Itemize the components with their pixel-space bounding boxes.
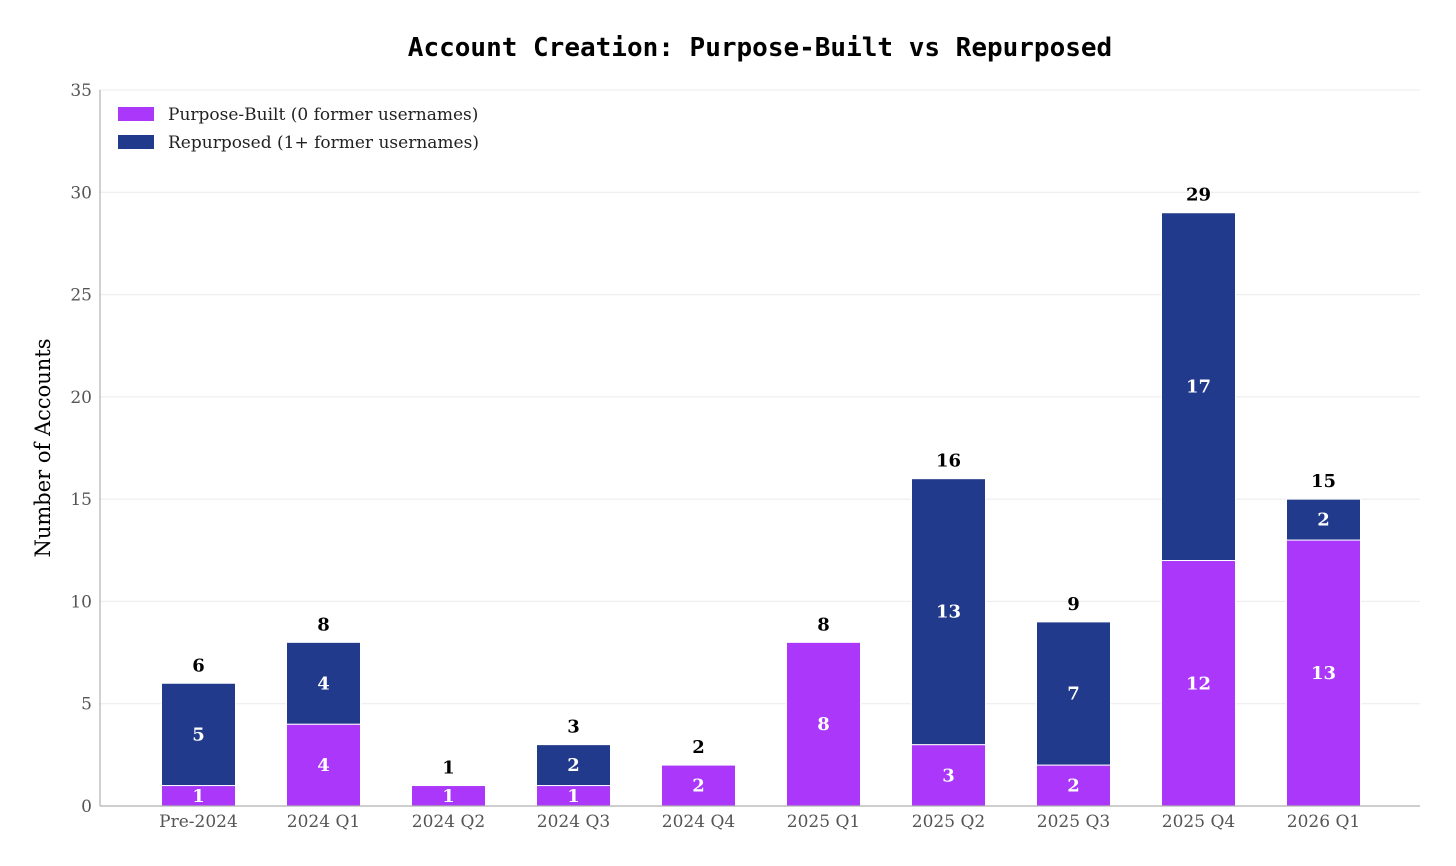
bar-total-label: 9 xyxy=(1067,594,1080,615)
y-tick-label-20: 20 xyxy=(70,388,92,408)
legend-label-repurposed: Repurposed (1+ former usernames) xyxy=(168,133,479,153)
bar-total-label: 16 xyxy=(936,451,961,472)
legend-swatch-purpose-built xyxy=(118,107,154,121)
segment-value-label: 13 xyxy=(1311,663,1336,684)
segment-value-label: 2 xyxy=(1317,510,1330,531)
segment-value-label: 2 xyxy=(1067,776,1080,797)
bar-purpose-built-9 xyxy=(1286,539,1361,807)
segment-value-label: 3 xyxy=(942,765,955,786)
bar-purpose-built-5 xyxy=(786,641,861,807)
x-tick-label: Pre-2024 xyxy=(159,812,238,832)
y-tick-label-30: 30 xyxy=(70,183,92,203)
legend-swatch-repurposed xyxy=(118,135,154,149)
bar-repurposed-6 xyxy=(911,478,986,746)
bars-group xyxy=(161,212,1361,807)
segment-value-label: 5 xyxy=(192,724,205,745)
x-tick-label: 2025 Q2 xyxy=(912,812,985,832)
bar-purpose-built-7 xyxy=(1036,764,1111,807)
bar-total-label: 15 xyxy=(1311,471,1336,492)
segment-value-label: 12 xyxy=(1186,673,1211,694)
bar-repurposed-3 xyxy=(536,744,611,787)
segment-value-label: 17 xyxy=(1186,377,1211,398)
y-tick-label-0: 0 xyxy=(81,797,92,817)
bar-total-label: 29 xyxy=(1186,185,1211,206)
bar-repurposed-7 xyxy=(1036,621,1111,766)
x-tick-label: 2024 Q4 xyxy=(662,812,735,832)
segment-value-label: 8 xyxy=(817,714,830,735)
bar-total-label: 2 xyxy=(692,737,705,758)
bar-repurposed-8 xyxy=(1161,212,1236,562)
bar-purpose-built-4 xyxy=(661,764,736,807)
y-tick-label-10: 10 xyxy=(70,592,92,612)
y-tick-label-35: 35 xyxy=(70,81,92,101)
x-tick-label: 2024 Q1 xyxy=(287,812,360,832)
bar-total-label: 8 xyxy=(317,614,330,635)
grid-lines xyxy=(100,89,1420,705)
x-tick-label: 2024 Q3 xyxy=(537,812,610,832)
segment-value-label: 7 xyxy=(1067,683,1080,704)
x-tick-label: 2026 Q1 xyxy=(1287,812,1360,832)
segment-value-label: 1 xyxy=(567,786,580,807)
bar-total-label: 1 xyxy=(442,758,455,779)
legend-label-purpose-built: Purpose-Built (0 former usernames) xyxy=(168,105,478,125)
y-tick-label-25: 25 xyxy=(70,286,92,306)
y-tick-label-5: 5 xyxy=(81,695,92,715)
segment-value-label: 4 xyxy=(317,755,330,776)
segment-value-label: 2 xyxy=(567,755,580,776)
segment-value-label: 2 xyxy=(692,776,705,797)
x-tick-label: 2025 Q1 xyxy=(787,812,860,832)
segment-value-label: 1 xyxy=(442,786,455,807)
bar-purpose-built-8 xyxy=(1161,560,1236,807)
bar-total-label: 8 xyxy=(817,614,830,635)
bar-repurposed-9 xyxy=(1286,498,1361,541)
x-tick-label: 2025 Q4 xyxy=(1162,812,1235,832)
segment-value-label: 4 xyxy=(317,673,330,694)
bar-repurposed-1 xyxy=(286,641,361,725)
bar-repurposed-0 xyxy=(161,682,236,787)
x-tick-label: 2024 Q2 xyxy=(412,812,485,832)
y-tick-label-15: 15 xyxy=(70,490,92,510)
legend: Purpose-Built (0 former usernames) Repurp… xyxy=(118,105,479,153)
bar-total-label: 6 xyxy=(192,655,205,676)
x-tick-label: 2025 Q3 xyxy=(1037,812,1110,832)
segment-value-label: 1 xyxy=(192,786,205,807)
chart-title: Account Creation: Purpose-Built vs Repur… xyxy=(408,33,1112,63)
bar-purpose-built-1 xyxy=(286,723,361,807)
segment-value-label: 13 xyxy=(936,602,961,623)
y-axis-label: Number of Accounts xyxy=(31,338,55,557)
bar-total-label: 3 xyxy=(567,717,580,738)
